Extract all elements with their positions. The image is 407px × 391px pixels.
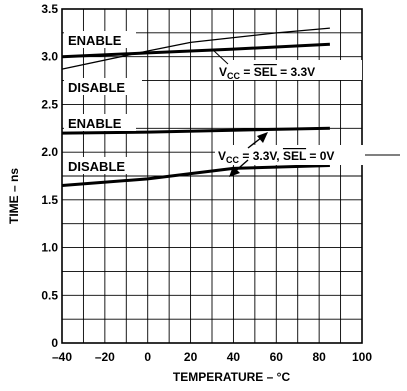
- annotation-lower: VCC = 3.3V, SEL = 0V: [215, 132, 400, 177]
- label-disable-upper: DISABLE: [68, 80, 125, 95]
- label-enable-lower: ENABLE: [68, 116, 122, 131]
- series-line-enable-2: [61, 126, 330, 135]
- annotation-upper-text: VCC = SEL = 3.3V: [219, 65, 315, 81]
- x-tick-label: 60: [270, 350, 284, 364]
- x-tick-label: –20: [95, 350, 115, 364]
- y-tick-label: 2.0: [41, 145, 58, 159]
- y-tick-label: 1.0: [41, 241, 58, 255]
- plot-frame: [61, 8, 363, 344]
- x-tick-labels: –40 –20 0 20 40 60 80 100: [52, 350, 372, 364]
- label-disable-lower: DISABLE: [68, 159, 125, 174]
- y-tick-label: 2.5: [41, 97, 58, 111]
- series-line-disable-1: [61, 27, 330, 70]
- y-tick-label: 0: [51, 336, 58, 350]
- x-tick-label: 0: [144, 350, 151, 364]
- x-tick-label: –40: [52, 350, 72, 364]
- curves: [61, 27, 330, 187]
- y-tick-label: 3.0: [41, 50, 58, 64]
- y-tick-labels: 0 0.5 1.0 1.5 2.0 2.5 3.0 3.5: [41, 2, 58, 350]
- annotation-lower-text: VCC = 3.3V, SEL = 0V: [218, 149, 334, 165]
- y-tick-label: 3.5: [41, 2, 58, 16]
- series-line-enable-0: [61, 42, 330, 59]
- x-tick-label: 80: [312, 350, 326, 364]
- series-line-disable-3: [61, 164, 330, 187]
- annotation-upper: VCC = SEL = 3.3V: [212, 49, 362, 81]
- x-axis-title: TEMPERATURE – °C: [172, 370, 291, 384]
- x-tick-label: 100: [352, 350, 372, 364]
- curve-labels: ENABLE DISABLE ENABLE DISABLE: [64, 31, 142, 174]
- x-tick-label: 40: [227, 350, 241, 364]
- y-tick-label: 0.5: [41, 288, 58, 302]
- y-tick-label: 1.5: [41, 193, 58, 207]
- x-tick-label: 20: [184, 350, 198, 364]
- label-enable-upper: ENABLE: [68, 33, 122, 48]
